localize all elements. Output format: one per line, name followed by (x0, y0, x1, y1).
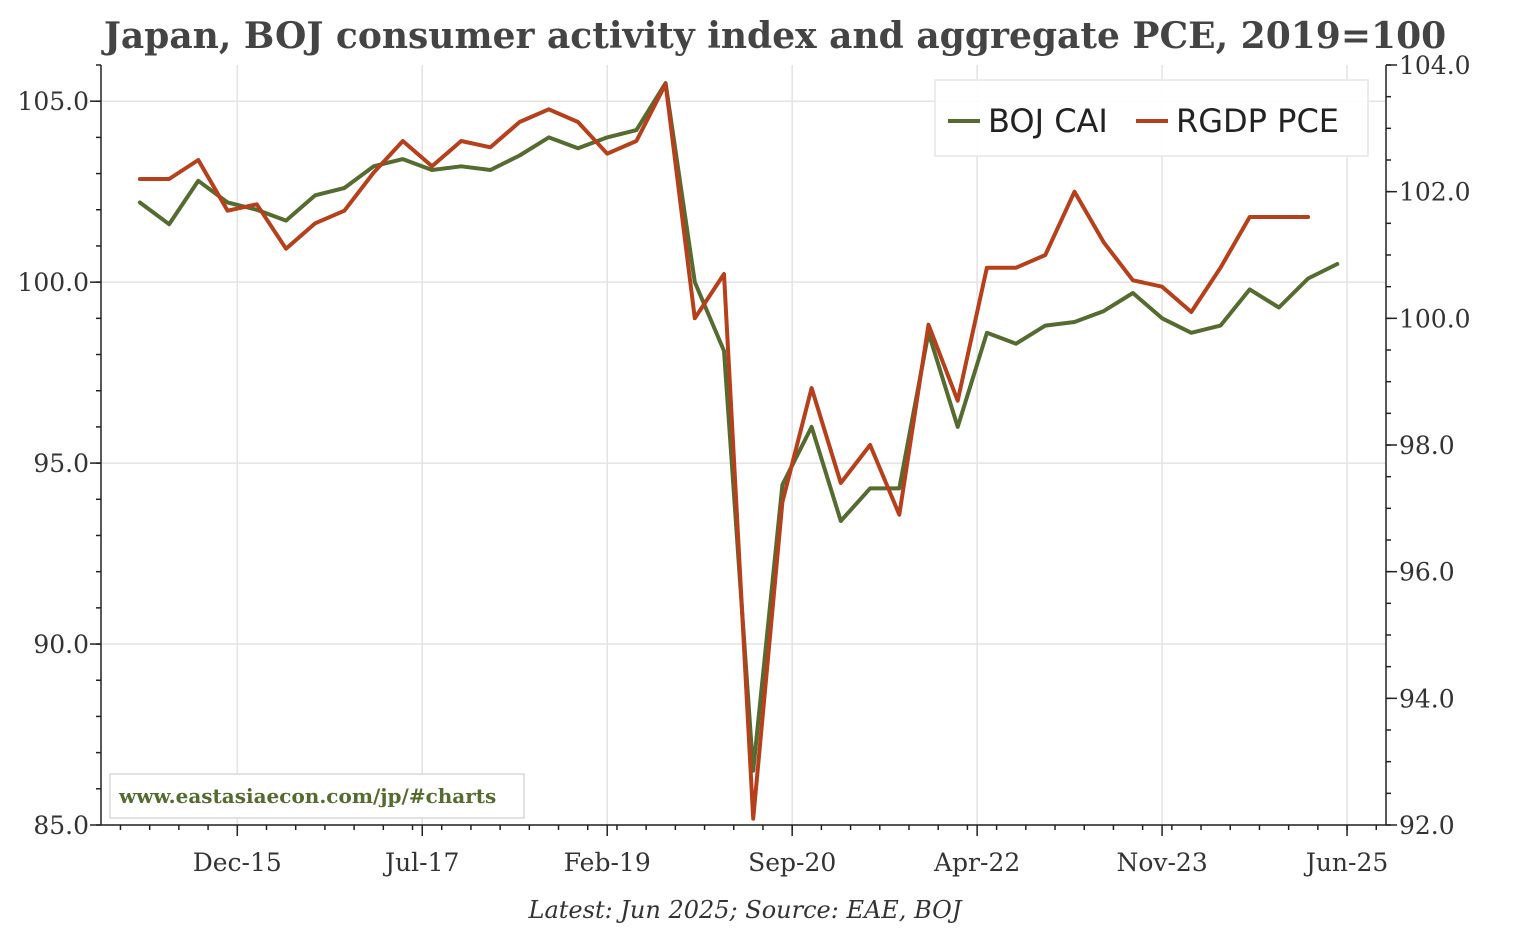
watermark-box (109, 773, 525, 819)
left-tick-label: 100.0 (17, 268, 89, 297)
series-line-rgdp-pce (137, 82, 1311, 821)
x-tick-label: Jul-17 (382, 848, 459, 877)
x-tick-label: Jun-25 (1303, 848, 1388, 877)
left-tick-label: 90.0 (33, 630, 89, 659)
series-lines (137, 81, 1340, 821)
right-tick-label: 102.0 (1399, 178, 1471, 207)
axes: 85.0 90.0 95.0 100.0 105.0 92.0 94.0 96.0 98.0 10… (17, 51, 1470, 877)
legend-label-rgdp-pce: RGDP PCE (1176, 102, 1339, 140)
legend-label-boj-cai: BOJ CAI (988, 102, 1108, 140)
right-tick-label: 104.0 (1399, 51, 1471, 80)
left-tick-label: 105.0 (17, 87, 89, 116)
x-tick-label: Dec-15 (193, 848, 282, 877)
left-tick-label: 95.0 (33, 449, 89, 478)
legend: BOJ CAI RGDP PCE (934, 79, 1369, 157)
x-tick-label: Nov-23 (1116, 848, 1207, 877)
right-tick-label: 94.0 (1399, 684, 1455, 713)
x-tick-label: Sep-20 (748, 848, 836, 877)
left-tick-label: 85.0 (33, 811, 89, 840)
x-tick-label: Feb-19 (564, 848, 651, 877)
right-tick-label: 96.0 (1399, 558, 1455, 587)
source-note: Latest: Jun 2025; Source: EAE, BOJ (528, 896, 963, 924)
right-tick-label: 100.0 (1399, 304, 1471, 333)
watermark: www.eastasiaecon.com/jp/#charts (118, 784, 496, 808)
right-tick-label: 98.0 (1399, 431, 1455, 460)
right-tick-label: 92.0 (1399, 811, 1455, 840)
chart-title: Japan, BOJ consumer activity index and a… (101, 15, 1446, 57)
x-tick-label: Apr-22 (933, 848, 1020, 877)
legend-box (934, 79, 1369, 157)
